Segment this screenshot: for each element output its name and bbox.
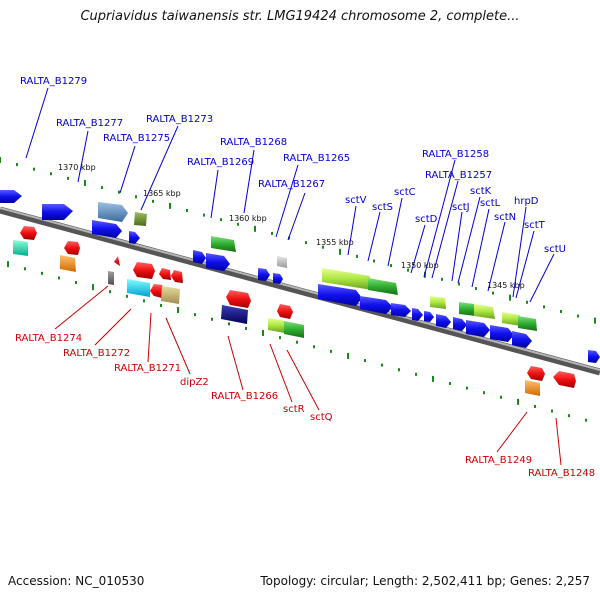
label-RALTA_B1273[interactable]: RALTA_B1273 (146, 114, 213, 125)
gene-arrow (368, 278, 398, 295)
gene-arrow (0, 190, 22, 203)
label-sctL[interactable]: sctL (480, 198, 501, 209)
label-sctV[interactable]: sctV (345, 195, 367, 206)
gene-arrow (277, 304, 293, 319)
gene-arrow (412, 308, 423, 321)
upper-strand-genes[interactable] (0, 190, 600, 363)
gene-arrow (466, 320, 490, 337)
gene-arrow (360, 296, 393, 314)
gene-arrow (518, 316, 537, 331)
gene-arrow (98, 202, 128, 222)
upper-gene-labels: RALTA_B1279 RALTA_B1277 RALTA_B1275 RALT… (20, 76, 566, 255)
gene-arrow (588, 350, 600, 363)
scale-label-1360: 1360 kbp (229, 214, 267, 223)
gene-arrow (92, 220, 122, 238)
label-RALTA_B1269[interactable]: RALTA_B1269 (187, 157, 254, 168)
gene-arrow (553, 371, 576, 388)
label-RALTA_B1274[interactable]: RALTA_B1274 (15, 333, 82, 344)
label-sctS[interactable]: sctS (372, 202, 393, 213)
gene-arrow (459, 302, 476, 316)
gene-arrow (64, 241, 80, 255)
label-RALTA_B1277[interactable]: RALTA_B1277 (56, 118, 123, 129)
gene-arrow (258, 268, 270, 281)
label-hrpD[interactable]: hrpD (514, 196, 539, 207)
label-RALTA_B1266[interactable]: RALTA_B1266 (211, 391, 278, 402)
scale-label-1350: 1350 kbp (401, 261, 439, 270)
gene-arrow (20, 226, 37, 240)
gene-arrow (322, 268, 372, 290)
label-RALTA_B1279[interactable]: RALTA_B1279 (20, 76, 87, 87)
label-RALTA_B1258[interactable]: RALTA_B1258 (422, 149, 489, 160)
label-sctN[interactable]: sctN (494, 212, 516, 223)
gene-arrow (502, 312, 521, 326)
genome-summary-text: Topology: circular; Length: 2,502,411 bp… (260, 574, 590, 588)
scale-label-1345: 1345 kbp (487, 281, 525, 290)
scale-labels: 1370 kbp 1365 kbp 1360 kbp 1355 kbp 1350… (58, 163, 525, 290)
label-sctD[interactable]: sctD (415, 214, 438, 225)
label-sctT[interactable]: sctT (524, 220, 546, 231)
gene-arrow (453, 317, 467, 331)
scale-label-1365: 1365 kbp (143, 189, 181, 198)
gene-arrow (474, 304, 495, 319)
accession-text: Accession: NC_010530 (8, 574, 145, 588)
gene-arrow (127, 279, 150, 297)
gene-arrow (161, 286, 180, 304)
label-dipZ2[interactable]: dipZ2 (180, 377, 209, 388)
label-RALTA_B1272[interactable]: RALTA_B1272 (63, 348, 130, 359)
label-RALTA_B1257[interactable]: RALTA_B1257 (425, 170, 492, 181)
label-RALTA_B1267[interactable]: RALTA_B1267 (258, 179, 325, 190)
gene-arrow (171, 270, 183, 283)
label-RALTA_B1248[interactable]: RALTA_B1248 (528, 468, 595, 479)
lower-gene-labels: RALTA_B1274 RALTA_B1272 RALTA_B1271 dipZ… (15, 333, 595, 479)
gene-arrow (490, 325, 514, 342)
gene-arrow (211, 236, 236, 252)
gene-arrow (424, 311, 434, 322)
gene-arrow (159, 268, 171, 280)
label-RALTA_B1268[interactable]: RALTA_B1268 (220, 137, 287, 148)
gene-arrow (268, 318, 285, 333)
gene-arrow (430, 296, 446, 309)
gene-arrow (391, 303, 411, 317)
gene-arrow (13, 240, 28, 256)
label-sctU[interactable]: sctU (544, 244, 566, 255)
gene-arrow (206, 253, 230, 271)
gene-arrow (284, 321, 304, 338)
lower-strand-genes[interactable] (13, 226, 576, 396)
label-sctJ[interactable]: sctJ (452, 202, 470, 213)
gene-arrow (129, 231, 140, 244)
scale-ticks (0, 157, 596, 422)
gene-arrow (226, 290, 251, 308)
label-sctK[interactable]: sctK (470, 186, 492, 197)
map-title: Cupriavidus taiwanensis str. LMG19424 ch… (80, 9, 520, 24)
gene-arrow (512, 331, 532, 348)
label-RALTA_B1249[interactable]: RALTA_B1249 (465, 455, 532, 466)
label-RALTA_B1271[interactable]: RALTA_B1271 (114, 363, 181, 374)
gene-arrow (60, 255, 76, 272)
gene-arrow (277, 256, 287, 268)
gene-arrow (273, 273, 283, 284)
gene-arrow (42, 204, 73, 220)
gene-arrow (527, 366, 545, 381)
gene-arrow (436, 314, 451, 328)
label-sctQ[interactable]: sctQ (310, 412, 333, 423)
gene-arrow (133, 262, 155, 279)
label-RALTA_B1265[interactable]: RALTA_B1265 (283, 153, 350, 164)
gene-arrow (525, 380, 540, 396)
gene-arrow (318, 284, 362, 306)
label-RALTA_B1275[interactable]: RALTA_B1275 (103, 133, 170, 144)
label-sctR[interactable]: sctR (283, 404, 305, 415)
gene-arrow (108, 271, 114, 285)
gene-arrow (221, 305, 248, 324)
leader-lines (25, 87, 562, 466)
label-sctC[interactable]: sctC (394, 187, 416, 198)
gene-arrow (134, 212, 147, 226)
scale-label-1370: 1370 kbp (58, 163, 96, 172)
scale-label-1355: 1355 kbp (316, 238, 354, 247)
gene-arrow (193, 250, 206, 264)
gene-arrow (114, 256, 120, 266)
